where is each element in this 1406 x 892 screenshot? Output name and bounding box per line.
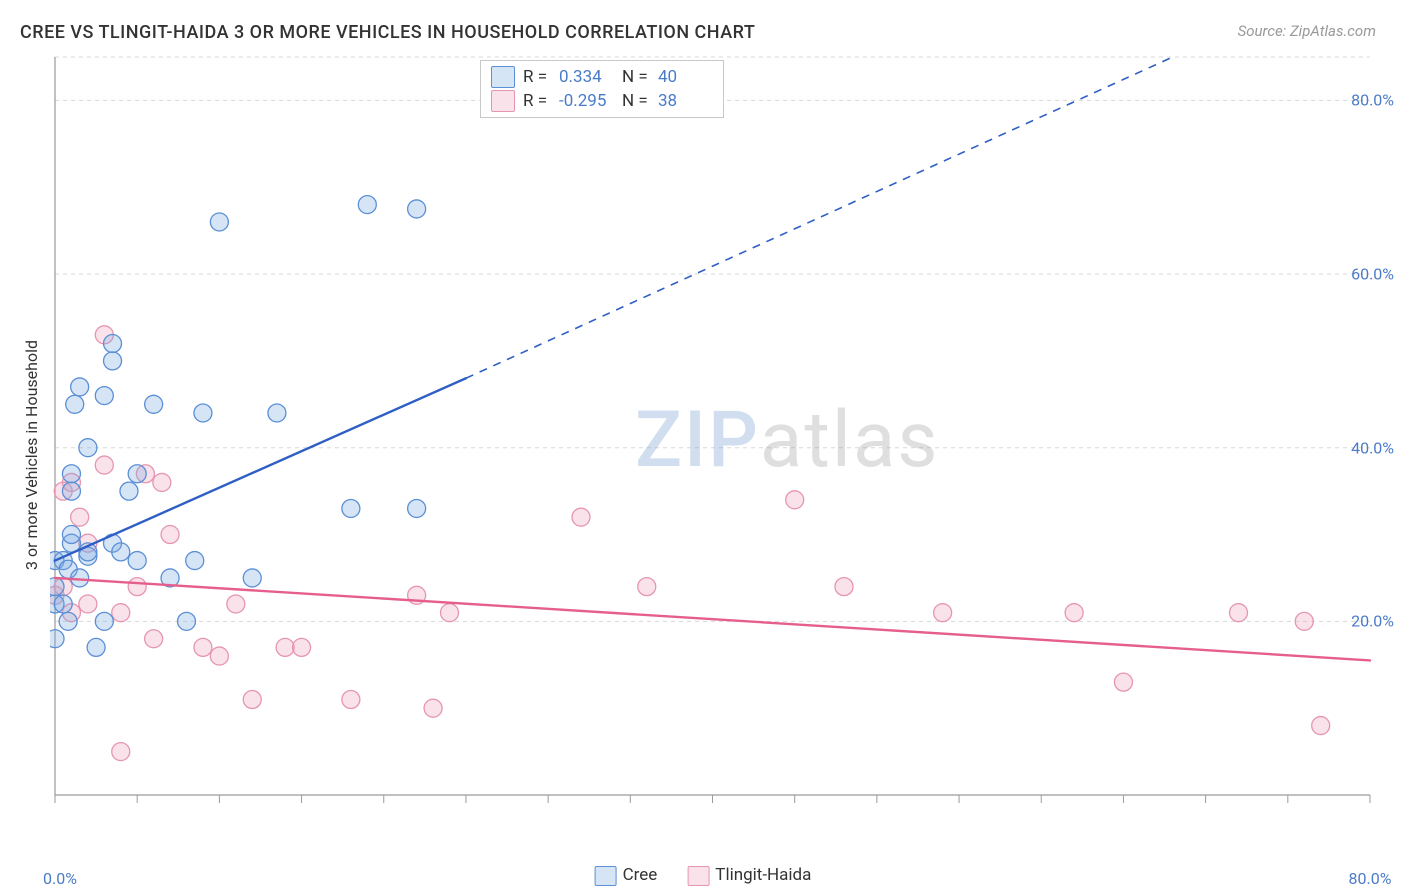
stats-legend: R = 0.334 N = 40 R = -0.295 N = 38: [480, 60, 724, 118]
stats-row: R = 0.334 N = 40: [491, 65, 713, 89]
chart-title: CREE VS TLINGIT-HAIDA 3 OR MORE VEHICLES…: [20, 22, 755, 43]
y-tick-label: 20.0%: [1351, 612, 1394, 631]
r-label: R =: [523, 67, 551, 87]
x-tick-right: 80.0%: [1349, 869, 1392, 888]
n-label: N =: [622, 67, 650, 87]
series-legend: Cree Tlingit-Haida: [595, 865, 812, 886]
y-tick-label: 60.0%: [1351, 265, 1394, 284]
y-axis-label: 3 or more Vehicles in Household: [22, 340, 41, 570]
scatter-plot: ZIPatlas R =0.334N =40R =-0.295N =38: [50, 55, 1380, 825]
legend-item-cree: Cree: [595, 865, 658, 886]
tlingit-swatch-icon: [491, 90, 515, 112]
x-tick-left: 0.0%: [43, 869, 77, 888]
plot-svg: [50, 55, 1380, 825]
n-value: 38: [658, 91, 713, 111]
tlingit-swatch-icon: [687, 866, 709, 886]
legend-label-tlingit: Tlingit-Haida: [715, 865, 811, 885]
r-value: 0.334: [559, 67, 614, 87]
cree-swatch-icon: [491, 66, 515, 88]
r-value: -0.295: [559, 91, 614, 111]
y-tick-label: 80.0%: [1351, 91, 1394, 110]
source-label: Source: ZipAtlas.com: [1238, 22, 1376, 40]
n-value: 40: [658, 67, 713, 87]
n-label: N =: [622, 91, 650, 111]
stats-row: R = -0.295 N = 38: [491, 89, 713, 113]
legend-label-cree: Cree: [623, 865, 658, 885]
r-label: R =: [523, 91, 551, 111]
y-tick-label: 40.0%: [1351, 438, 1394, 457]
cree-swatch-icon: [595, 866, 617, 886]
legend-item-tlingit: Tlingit-Haida: [687, 865, 811, 886]
